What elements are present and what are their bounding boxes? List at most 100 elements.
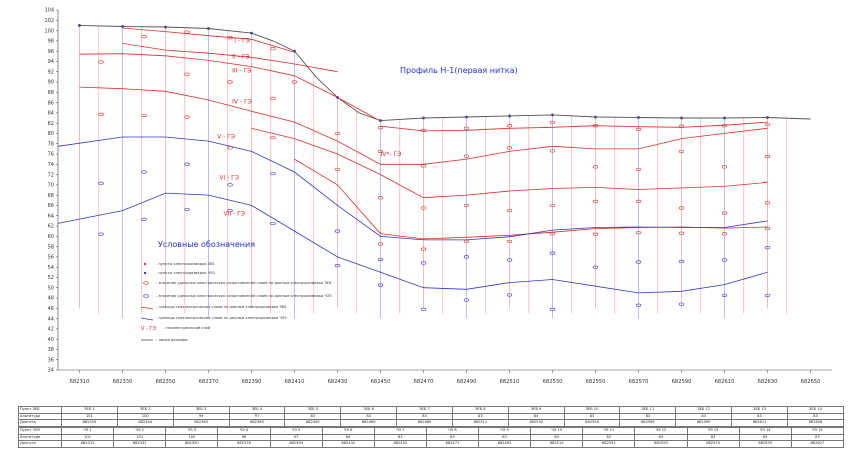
x-tick-label: 682430 (328, 379, 348, 385)
resistivity-point (420, 307, 427, 311)
table-cell: 682569 (619, 419, 677, 427)
resistivity-point (506, 258, 513, 262)
y-tick-label: 102 (44, 18, 54, 24)
series-line-r6 (251, 127, 768, 199)
series-line-b1 (57, 136, 768, 241)
resistivity-point (184, 30, 190, 34)
resistivity-point (420, 247, 427, 251)
legend-symbol-bound-vrs (140, 317, 154, 321)
resistivity-point (98, 112, 104, 116)
resistivity-point (764, 246, 771, 250)
y-tick-label: 88 (48, 90, 54, 96)
resistivity-point (227, 208, 233, 213)
resistivity-point (506, 146, 513, 150)
y-tick-label: 36 (48, 357, 54, 363)
legend-symbols: V - ГЭ (140, 262, 156, 341)
legend-title: Условные обозначения (158, 240, 256, 249)
resistivity-point (678, 149, 685, 154)
y-tick-label: 64 (48, 213, 54, 219)
layer-label: IV - ГЭ (232, 99, 252, 106)
table-cell: 682432 (321, 440, 375, 448)
table-cell: 682332 (113, 440, 167, 448)
resistivity-point (377, 126, 384, 130)
resistivity-point (549, 121, 556, 125)
table-cell: 682450 (284, 419, 342, 427)
y-tick-label: 46 (48, 306, 54, 312)
resistivity-point (635, 167, 642, 172)
y-tick-label: 60 (48, 234, 54, 240)
y-tick-label: 54 (48, 265, 54, 271)
resistivity-point (334, 229, 341, 233)
y-tick-label: 40 (48, 337, 54, 343)
x-tick-label: 682510 (500, 379, 520, 385)
resistivity-point (764, 293, 771, 298)
x-tick-label: 682490 (457, 379, 477, 385)
resistivity-point (549, 232, 556, 236)
resistivity-point (463, 298, 470, 302)
series-line-r7 (294, 158, 768, 240)
legend-item-vrs: - пункты электроразведки ЧЭЗ (156, 271, 215, 275)
profile-title: Профиль Н-1(первая нитка) (400, 66, 518, 75)
resistivity-point (721, 293, 728, 298)
resistivity-point (764, 123, 771, 127)
resistivity-point (184, 162, 190, 166)
table-cell: 682394 (269, 440, 323, 448)
y-tick-label: 84 (48, 111, 54, 117)
resistivity-point (291, 80, 298, 84)
y-tick-label: 90 (48, 80, 54, 86)
y-tick-label: 42 (48, 327, 54, 333)
resistivity-point (141, 170, 147, 174)
legend-symbol-ves (143, 262, 147, 266)
resistivity-point (592, 265, 599, 269)
resistivity-point (549, 203, 556, 208)
table-cell: 682574 (686, 440, 740, 448)
y-tick-label: 86 (48, 100, 54, 106)
table-row-header: Долгота (18, 440, 62, 448)
x-tick-label: 682650 (801, 379, 821, 385)
resistivity-point (721, 258, 728, 262)
resistivity-point (420, 128, 427, 132)
x-tick-label: 682350 (156, 379, 176, 385)
legend-item-rho_vrs: - значения удельных электрических сопрот… (156, 294, 332, 298)
x-tick-label: 682330 (113, 379, 133, 385)
layer-label: II - ГЭ (232, 53, 249, 60)
x-tick-label: 682410 (285, 379, 305, 385)
resistivity-point (506, 124, 513, 128)
x-tick-label: 682310 (70, 379, 90, 385)
resistivity-point (506, 239, 513, 244)
table-cell: 682550 (563, 419, 621, 427)
y-tick-label: 82 (48, 121, 54, 127)
table-cell: 682344 (116, 419, 174, 427)
resistivity-point (678, 124, 685, 128)
points-layer (98, 30, 771, 311)
y-tick-label: 98 (48, 39, 54, 45)
resistivity-point (592, 165, 599, 169)
resistivity-point (184, 72, 190, 76)
x-tick-label: 682470 (414, 379, 434, 385)
resistivity-point (678, 302, 685, 306)
resistivity-point (549, 149, 556, 153)
resistivity-point (270, 171, 276, 176)
table-cell: 682512 (451, 419, 509, 427)
table-cell: 682452 (373, 440, 427, 448)
series-line-b2 (57, 192, 768, 294)
table-row: Долгота 682312 682332 682350 682376 682394 682… (18, 440, 845, 448)
resistivity-point (635, 199, 642, 203)
y-tick-label: 34 (48, 368, 54, 374)
x-tick-label: 682550 (586, 379, 606, 385)
resistivity-point (678, 259, 685, 264)
resistivity-point (141, 113, 147, 118)
resistivity-point (592, 124, 599, 128)
resistivity-point (377, 149, 384, 154)
legend-symbol-vrs (143, 271, 147, 275)
resistivity-point (227, 80, 233, 84)
resistivity-point (98, 232, 104, 236)
resistivity-point (592, 199, 599, 203)
layer-label: III - ГЭ (232, 68, 251, 75)
y-tick-label: 38 (48, 347, 54, 353)
table-cell: 682532 (507, 419, 565, 427)
legend-item-ves: - пункты электроразведки ЗЕБ (156, 262, 215, 266)
x-tick-label: 682610 (715, 379, 735, 385)
resistivity-point (270, 221, 276, 226)
